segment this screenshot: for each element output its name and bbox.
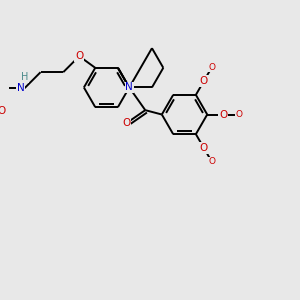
- Text: H: H: [21, 72, 28, 82]
- Text: O: O: [122, 118, 130, 128]
- Text: N: N: [125, 82, 133, 92]
- Text: O: O: [0, 106, 6, 116]
- Text: O: O: [236, 110, 243, 119]
- Text: O: O: [200, 76, 208, 86]
- Text: O: O: [219, 110, 227, 119]
- Text: O: O: [200, 143, 208, 153]
- Text: N: N: [17, 83, 25, 93]
- Text: O: O: [208, 158, 215, 166]
- Text: O: O: [208, 63, 215, 72]
- Text: O: O: [75, 51, 83, 61]
